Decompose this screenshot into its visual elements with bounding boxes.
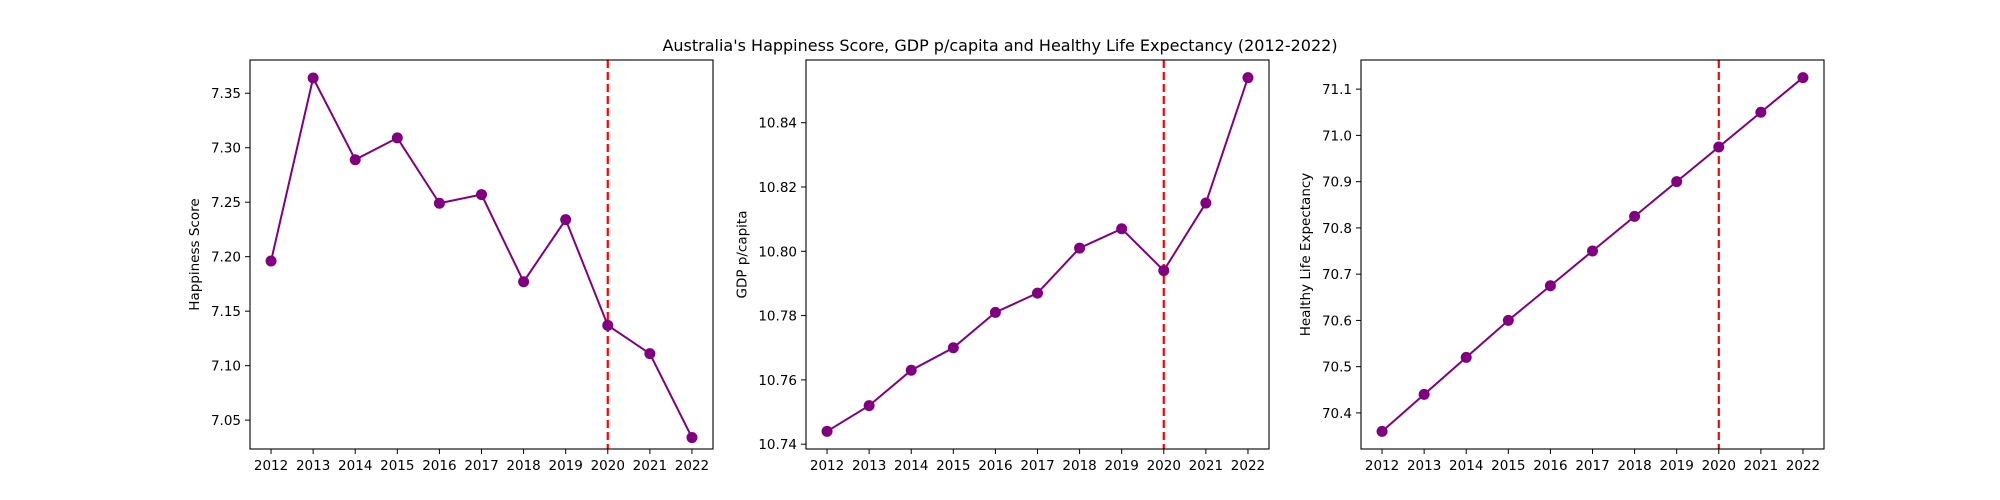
chart-panel-life-expectancy: Healthy Life Expectancy 2012 2013 2014 2015…	[1298, 59, 1825, 474]
y-tick-label: 10.80	[758, 244, 797, 260]
data-point-2022	[1797, 72, 1809, 84]
y-tick-label: 70.9	[1322, 175, 1352, 191]
y-axis-label: GDP p/capita	[734, 211, 750, 299]
y-tick-label: 71.1	[1322, 82, 1352, 98]
x-tick-label: 2018	[1062, 458, 1096, 474]
y-tick-label: 7.30	[211, 141, 241, 157]
y-tick-label: 7.05	[211, 413, 241, 429]
y-tick-label: 70.4	[1322, 406, 1352, 422]
chart-panel-gdp: GDP p/capita 2012 2013 2014 2015 2016 2017 201…	[734, 59, 1270, 474]
data-point-2015	[1502, 314, 1514, 326]
data-point-2021	[1200, 197, 1212, 209]
y-axis-label: Healthy Life Expectancy	[1298, 173, 1314, 337]
data-point-2015	[947, 342, 959, 354]
x-tick-label: 2021	[1744, 458, 1778, 474]
y-tick-label: 10.84	[758, 116, 797, 132]
x-tick-label: 2012	[254, 458, 288, 474]
x-tick-label: 2013	[1407, 458, 1441, 474]
y-tick-label: 70.8	[1322, 221, 1352, 237]
x-tick-label: 2019	[1105, 458, 1139, 474]
data-point-2022	[1242, 72, 1254, 84]
y-tick-label: 7.25	[211, 195, 241, 211]
x-tick-label: 2020	[1147, 458, 1181, 474]
x-tick-label: 2014	[1449, 458, 1483, 474]
chart-panel-happiness: Happiness Score 2012 2013 2014 2015 2016 2017…	[187, 59, 714, 474]
data-point-2012	[1376, 425, 1388, 437]
x-tick-label: 2018	[506, 458, 540, 474]
data-point-2018	[518, 276, 530, 288]
data-point-2019	[1671, 176, 1683, 188]
x-tick-label: 2021	[1189, 458, 1223, 474]
data-point-2019	[560, 214, 572, 226]
x-tick-label: 2014	[894, 458, 928, 474]
y-tick-label: 10.82	[758, 180, 797, 196]
data-point-2012	[821, 425, 833, 437]
x-tick-label: 2019	[549, 458, 583, 474]
data-point-2017	[1587, 245, 1598, 257]
y-tick-label: 10.74	[758, 437, 797, 453]
data-point-2015	[391, 132, 403, 144]
data-point-2016	[989, 306, 1001, 318]
y-tick-label: 70.7	[1322, 267, 1352, 283]
data-point-2013	[863, 400, 875, 412]
data-point-2018	[1629, 210, 1641, 222]
data-point-2014	[905, 364, 917, 376]
data-point-2017	[1032, 287, 1043, 299]
data-point-2019	[1116, 223, 1128, 235]
data-point-2021	[1755, 106, 1767, 118]
x-tick-label: 2015	[1491, 458, 1525, 474]
data-point-2013	[307, 72, 319, 84]
x-tick-label: 2017	[464, 458, 498, 474]
x-tick-label: 2013	[852, 458, 886, 474]
y-axis-label: Happiness Score	[187, 198, 203, 310]
data-point-2014	[1460, 351, 1472, 363]
y-tick-label: 70.5	[1322, 360, 1352, 376]
figure-title: Australia's Happiness Score, GDP p/capit…	[662, 36, 1337, 55]
y-tick-label: 7.15	[211, 304, 241, 320]
x-tick-label: 2017	[1020, 458, 1054, 474]
y-tick-label: 7.10	[211, 359, 241, 375]
y-tick-label: 71.0	[1322, 128, 1352, 144]
data-point-2017	[476, 189, 487, 201]
y-tick-label: 70.6	[1322, 313, 1352, 329]
data-point-2021	[644, 348, 656, 360]
y-tick-label: 10.78	[758, 309, 797, 325]
data-point-2020	[1713, 141, 1725, 153]
data-point-2014	[349, 154, 361, 166]
x-tick-label: 2012	[810, 458, 844, 474]
x-tick-label: 2022	[1231, 458, 1265, 474]
x-tick-label: 2020	[1702, 458, 1736, 474]
x-tick-label: 2016	[978, 458, 1012, 474]
data-point-2013	[1418, 388, 1430, 400]
data-point-2012	[265, 255, 277, 267]
y-tick-label: 7.35	[211, 86, 241, 102]
y-tick-label: 10.76	[758, 373, 797, 389]
x-tick-label: 2015	[936, 458, 970, 474]
x-tick-label: 2014	[338, 458, 372, 474]
x-tick-label: 2013	[296, 458, 330, 474]
x-tick-label: 2016	[1533, 458, 1567, 474]
data-point-2018	[1074, 242, 1086, 254]
data-point-2016	[433, 197, 445, 209]
data-point-2022	[686, 432, 698, 444]
x-tick-label: 2015	[380, 458, 414, 474]
data-point-2020	[602, 319, 614, 331]
y-tick-label: 7.20	[211, 250, 241, 266]
x-tick-label: 2018	[1617, 458, 1651, 474]
x-tick-label: 2022	[1786, 458, 1820, 474]
x-tick-label: 2019	[1660, 458, 1694, 474]
data-point-2016	[1544, 280, 1556, 292]
x-tick-label: 2022	[675, 458, 709, 474]
x-tick-label: 2016	[422, 458, 456, 474]
x-tick-label: 2012	[1365, 458, 1399, 474]
data-point-2020	[1158, 265, 1170, 277]
x-tick-label: 2017	[1575, 458, 1609, 474]
x-tick-label: 2021	[633, 458, 667, 474]
x-tick-label: 2020	[591, 458, 625, 474]
